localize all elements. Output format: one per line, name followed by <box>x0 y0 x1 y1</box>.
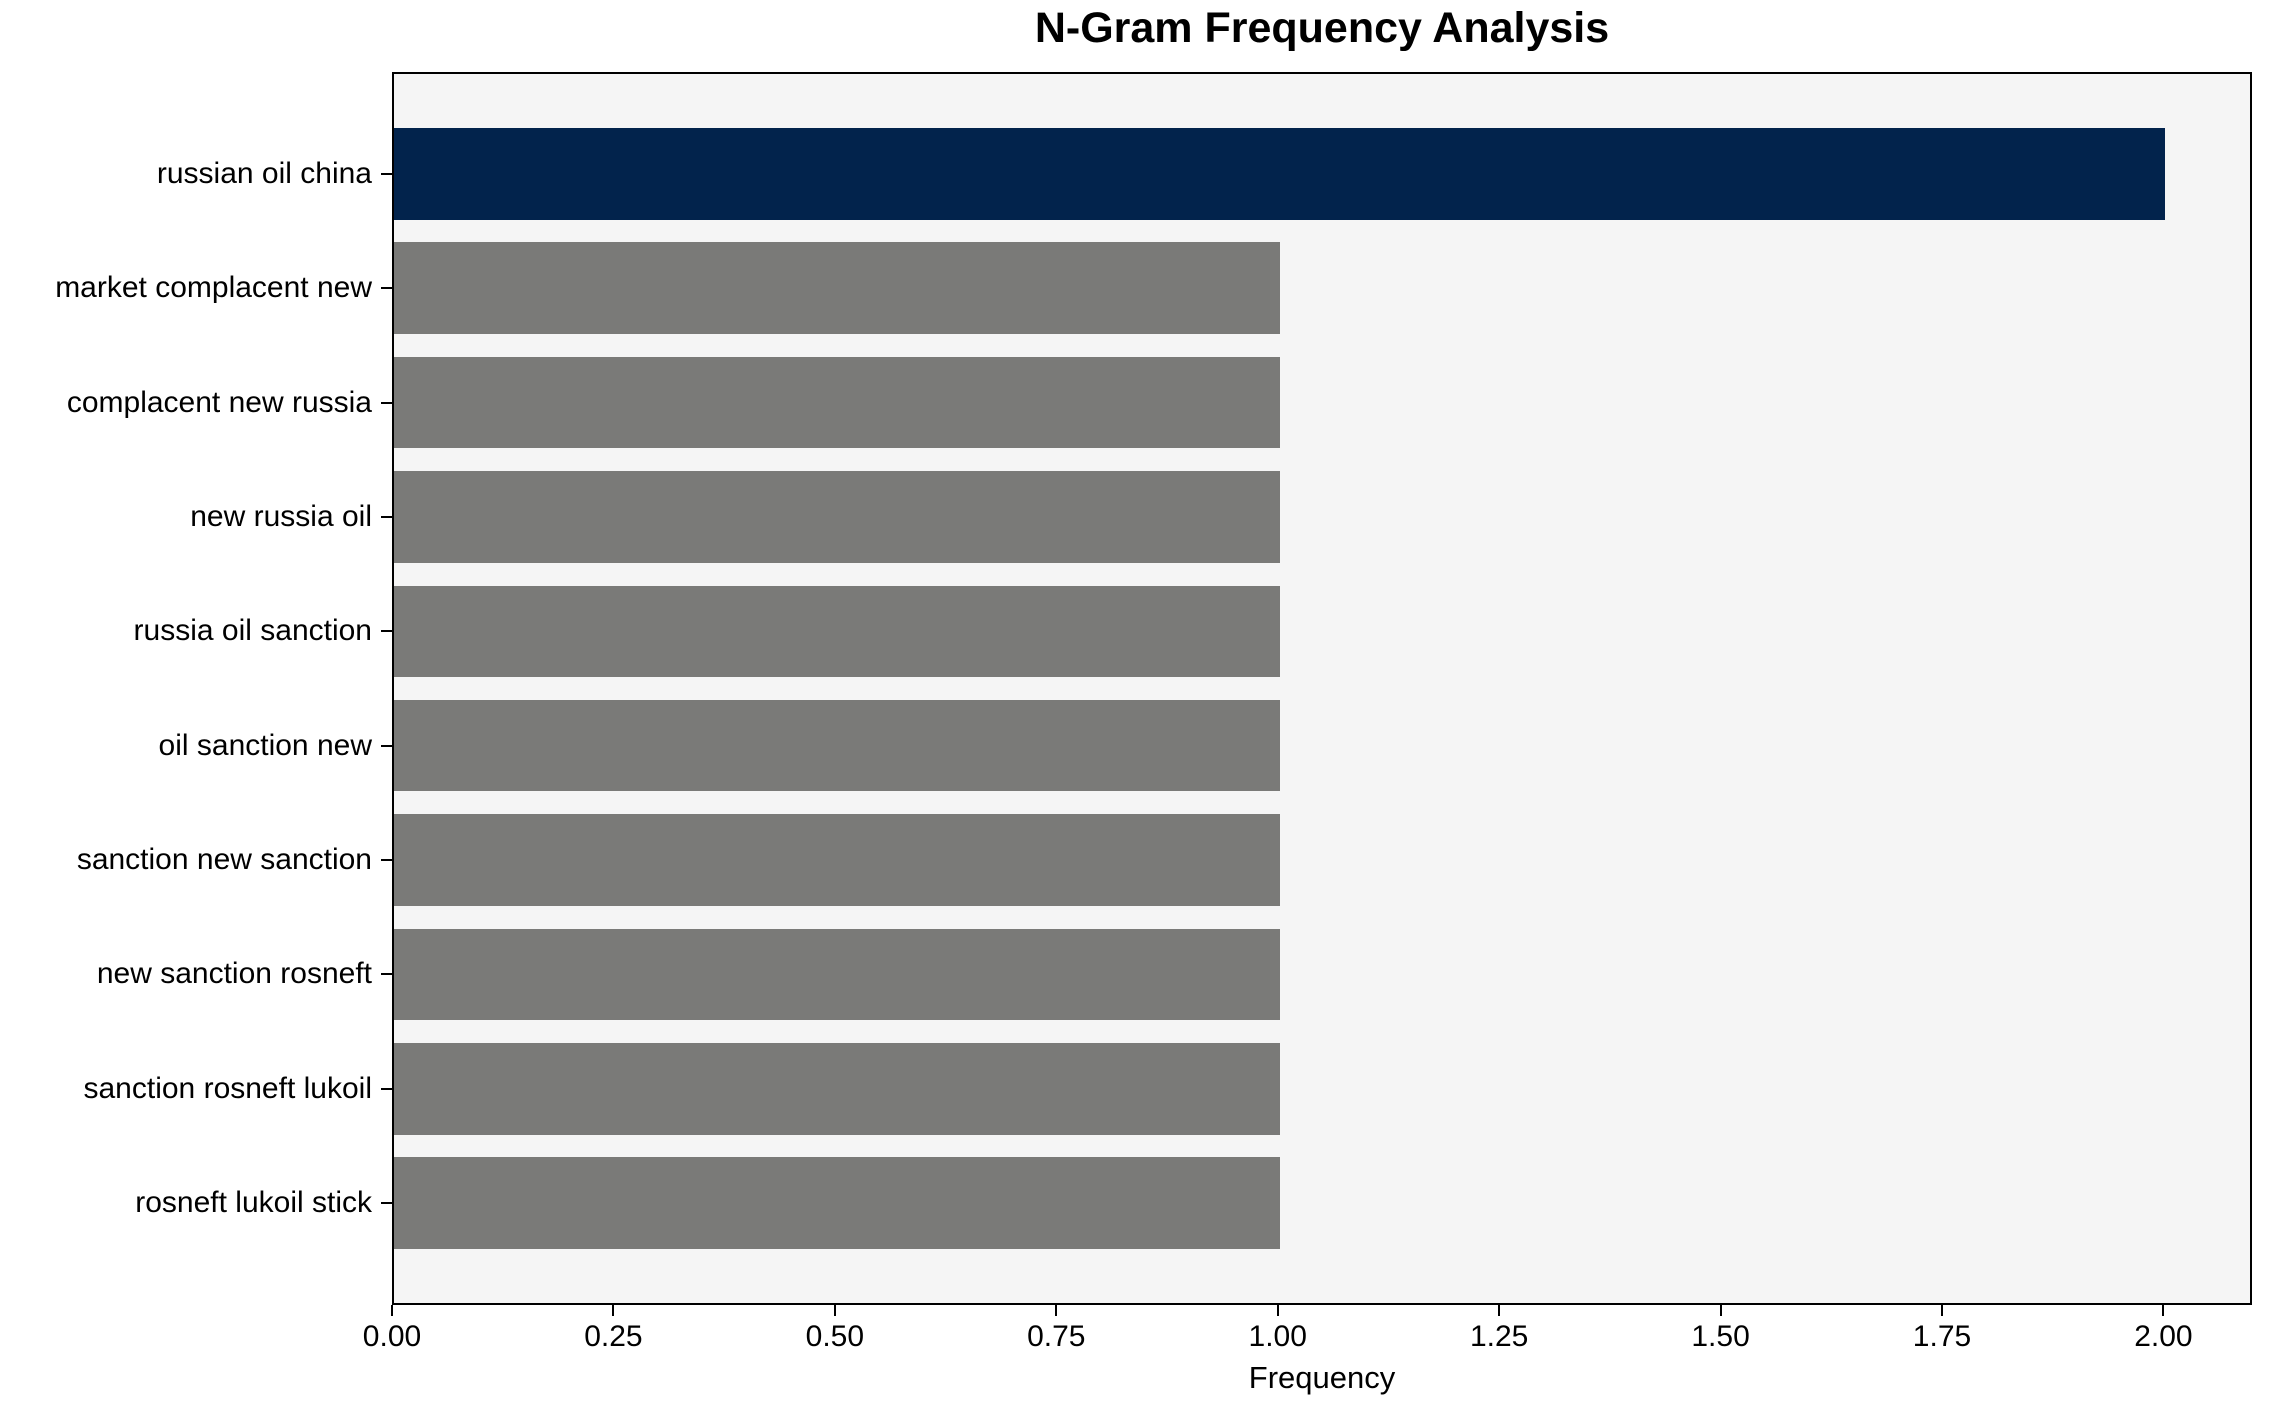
x-tick-mark <box>391 1305 393 1316</box>
x-tick-mark <box>2162 1305 2165 1316</box>
x-axis-label: Frequency <box>1248 1360 1396 1395</box>
x-tick-label: 0.25 <box>584 1320 643 1353</box>
x-tick-label: 2.00 <box>2134 1320 2193 1353</box>
y-tick-mark <box>381 630 392 633</box>
bar-complacent-new-russia <box>394 356 1280 449</box>
x-tick-label: 0.50 <box>805 1320 865 1353</box>
y-tick-label: market complacent new <box>55 271 372 305</box>
bar-rosneft-lukoil-stick <box>394 1157 1280 1249</box>
y-tick-label: russia oil sanction <box>133 614 372 648</box>
y-tick-label: new sanction rosneft <box>96 957 372 991</box>
y-tick-label: rosneft lukoil stick <box>135 1186 372 1220</box>
y-tick-label: new russia oil <box>190 499 372 533</box>
y-tick-mark <box>381 287 392 290</box>
x-tick-label: 1.25 <box>1469 1320 1529 1353</box>
y-tick-label: oil sanction new <box>158 728 372 762</box>
bar-market-complacent-new <box>394 242 1280 334</box>
bar-new-russia-oil <box>394 471 1280 563</box>
x-tick-label: 0.75 <box>1027 1320 1086 1353</box>
x-tick-mark <box>1719 1305 1722 1316</box>
bar-oil-sanction-new <box>394 699 1280 792</box>
y-tick-label: russian oil china <box>156 156 372 190</box>
y-tick-mark <box>381 1202 392 1205</box>
x-tick-label: 1.75 <box>1912 1320 1972 1353</box>
bar-new-sanction-rosneft <box>394 928 1280 1021</box>
y-tick-mark <box>381 401 392 404</box>
bar-russia-oil-sanction <box>394 585 1280 678</box>
y-tick-mark <box>381 515 392 518</box>
y-tick-mark <box>381 973 392 976</box>
bar-sanction-new-sanction <box>394 814 1280 906</box>
y-tick-mark <box>381 1087 392 1090</box>
x-tick-label: 1.00 <box>1248 1320 1307 1353</box>
y-tick-label: complacent new russia <box>66 385 372 419</box>
y-tick-mark <box>381 172 392 175</box>
x-tick-label: 0.00 <box>362 1320 422 1353</box>
x-tick-mark <box>1941 1305 1943 1316</box>
x-tick-label: 1.50 <box>1691 1320 1750 1353</box>
y-tick-label: sanction rosneft lukoil <box>83 1071 373 1105</box>
plot-area <box>392 72 2252 1305</box>
x-tick-mark <box>1055 1305 1058 1316</box>
x-tick-mark <box>612 1305 615 1316</box>
y-tick-mark <box>381 859 392 862</box>
bar-sanction-rosneft-lukoil <box>394 1043 1280 1135</box>
bar-russian-oil-china <box>394 128 2166 220</box>
x-tick-mark <box>1498 1305 1501 1316</box>
y-tick-mark <box>381 744 392 747</box>
x-tick-mark <box>833 1305 836 1316</box>
y-tick-label: sanction new sanction <box>76 843 372 877</box>
x-tick-mark <box>1276 1305 1279 1316</box>
chart-title: N-Gram Frequency Analysis <box>1034 4 1610 52</box>
